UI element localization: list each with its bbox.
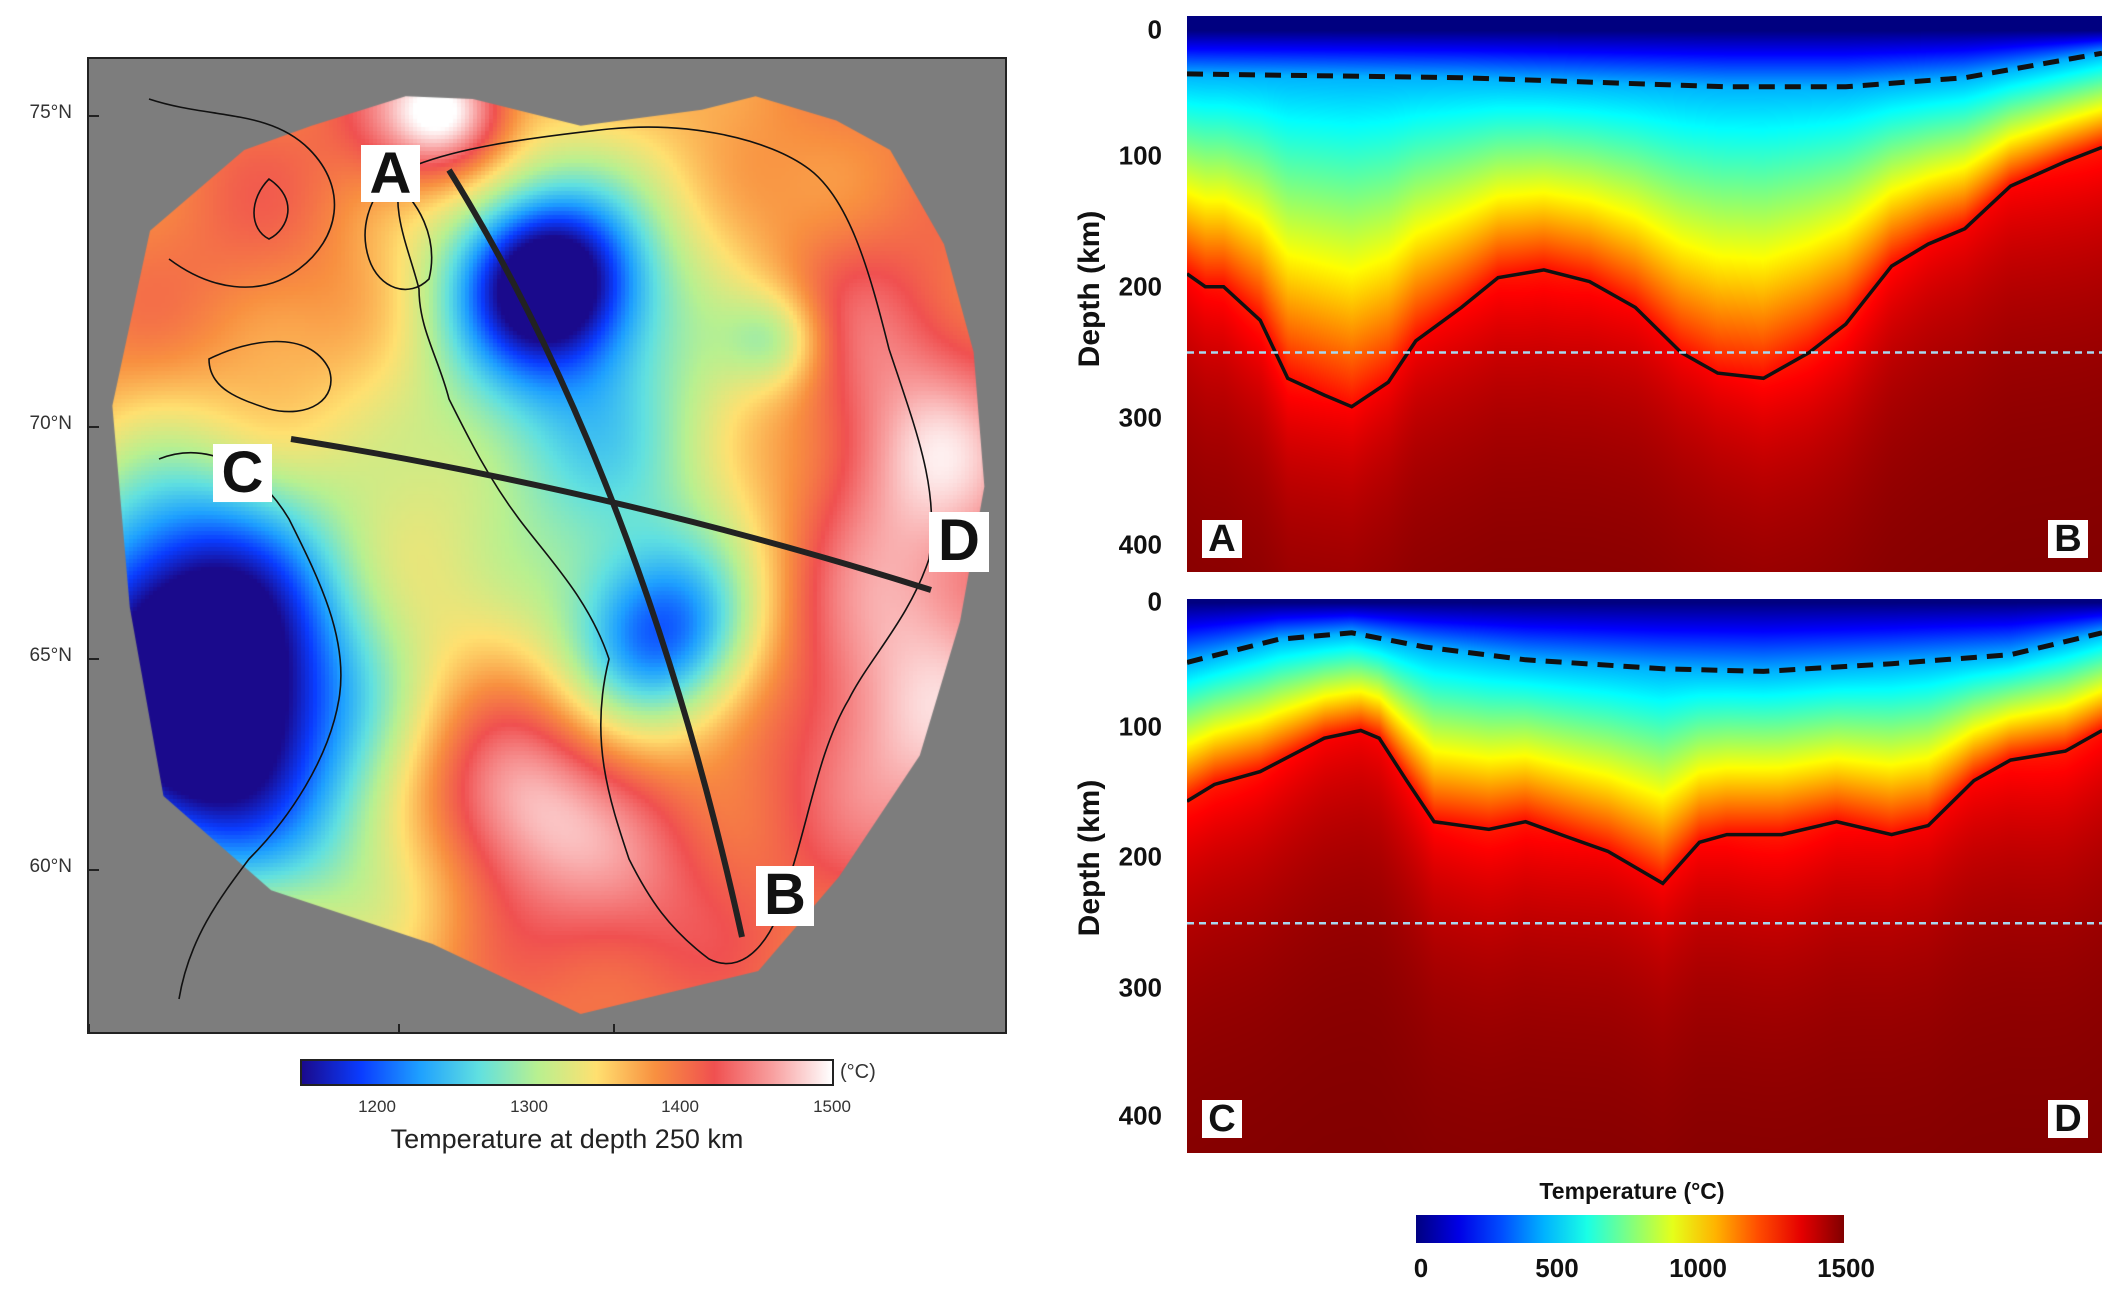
map-colorbar-tick: 1300 <box>510 1097 548 1116</box>
section-colorbar-tick: 1500 <box>1817 1253 1875 1283</box>
section-label-a: A <box>1202 520 1242 558</box>
profile-label-c: C <box>213 444 272 502</box>
profile-label-b: B <box>756 866 814 926</box>
temperature-map <box>87 57 1007 1034</box>
solid-isoline <box>1187 728 2102 886</box>
y-tick-top: 100 <box>1118 140 1162 171</box>
section-label-c: C <box>1202 1100 1242 1138</box>
coastline <box>158 451 342 1000</box>
latitude-label-60: 60°N <box>29 856 72 877</box>
solid-isoline <box>1187 145 2102 409</box>
section-colorbar-tick: 1000 <box>1669 1253 1727 1283</box>
section-colorbar-title: Temperature (°C) <box>1539 1178 1725 1204</box>
section-overlay-a-b <box>1187 50 2102 409</box>
section-colorbar <box>1416 1215 1844 1243</box>
latitude-label-65: 65°N <box>29 645 72 666</box>
y-tick-bottom: 200 <box>1118 841 1162 872</box>
map-colorbar-title: Temperature at depth 250 km <box>390 1124 744 1154</box>
coastline <box>253 177 289 240</box>
y-axis-label-top: Depth (km) <box>1073 210 1106 368</box>
map-overlay <box>89 98 933 1032</box>
y-tick-top: 400 <box>1118 529 1162 560</box>
coastline <box>148 98 336 288</box>
cross-section-a-b <box>1187 16 2102 572</box>
y-tick-bottom: 300 <box>1118 972 1162 1003</box>
coastline <box>396 126 933 965</box>
map-colorbar <box>300 1059 834 1086</box>
dashed-isoline <box>1187 630 2102 674</box>
y-tick-bottom: 100 <box>1118 711 1162 742</box>
y-tick-top: 200 <box>1118 271 1162 302</box>
map-colorbar-tick: 1400 <box>661 1097 699 1116</box>
section-colorbar-tick: 0 <box>1413 1253 1429 1283</box>
y-tick-top: 0 <box>1147 14 1162 45</box>
section-label-d: D <box>2048 1100 2088 1138</box>
coastline <box>208 340 332 413</box>
map-colorbar-tick: 1500 <box>813 1097 851 1116</box>
y-tick-bottom: 0 <box>1147 586 1162 617</box>
map-colorbar-tick: 1200 <box>358 1097 396 1116</box>
profile-line-a-b <box>446 168 745 938</box>
y-tick-top: 300 <box>1118 402 1162 433</box>
section-heatmap-c-d <box>1187 599 2102 1153</box>
latitude-label-70: 70°N <box>29 413 72 434</box>
profile-label-d: D <box>929 512 989 572</box>
y-axis-label-bottom: Depth (km) <box>1073 779 1106 937</box>
map-colorbar-unit: (°C) <box>840 1061 876 1083</box>
coastline <box>364 177 433 291</box>
profile-label-a: A <box>361 145 420 203</box>
profile-line-c-d <box>290 436 932 593</box>
section-colorbar-tick: 500 <box>1535 1253 1579 1283</box>
y-tick-bottom: 400 <box>1118 1100 1162 1131</box>
section-overlay-c-d <box>1187 630 2102 925</box>
dashed-isoline <box>1187 50 2102 90</box>
latitude-label-75: 75°N <box>29 102 72 123</box>
section-label-b: B <box>2048 520 2088 558</box>
section-heatmap-a-b <box>1187 16 2102 572</box>
cross-section-c-d <box>1187 599 2102 1153</box>
